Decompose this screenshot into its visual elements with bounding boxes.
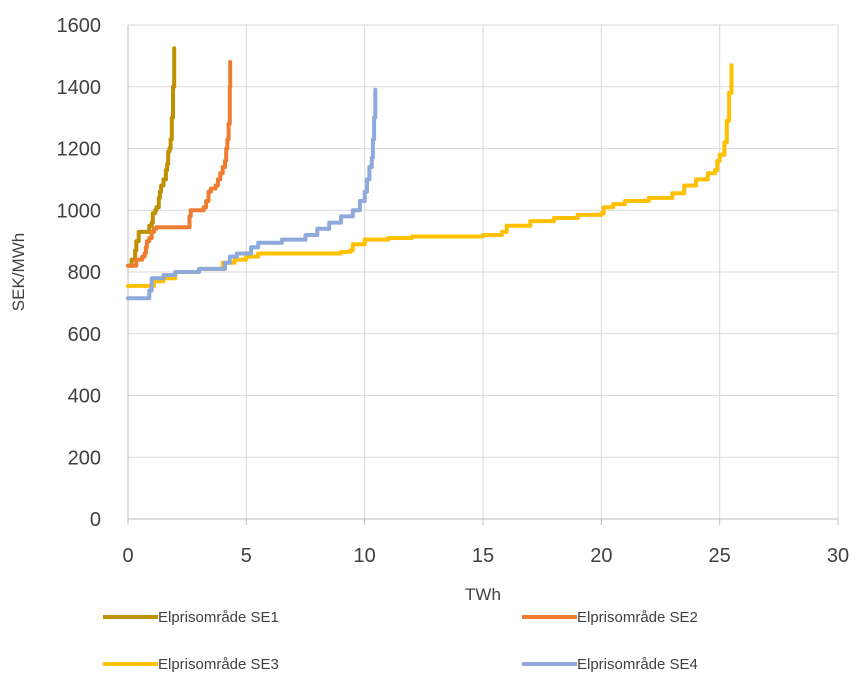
- axes: [127, 25, 839, 525]
- legend-item-se1: Elprisområde SE1: [103, 609, 279, 626]
- grid: [128, 24, 839, 519]
- series-line-se2: [126, 60, 233, 268]
- legend-item-se4: Elprisområde SE4: [522, 656, 698, 673]
- y-tick-label: 1000: [57, 200, 102, 222]
- x-tick-label: 30: [827, 545, 849, 567]
- y-tick-label: 1200: [57, 139, 102, 161]
- tick-labels: 0 200 400 600 800 1000 1200 1400 1600 0 5 10 15 20 25 3…: [57, 15, 850, 567]
- legend-label: Elprisområde SE2: [577, 609, 698, 626]
- x-tick-label: 10: [354, 545, 376, 567]
- x-tick-label: 5: [241, 545, 252, 567]
- legend-item-se3: Elprisområde SE3: [103, 656, 279, 673]
- x-tick-label: 20: [590, 545, 612, 567]
- legend: Elprisområde SE1 Elprisområde SE2 Elprisom…: [103, 609, 698, 673]
- x-axis-title: TWh: [465, 585, 501, 604]
- y-axis-title: SEK/MWh: [9, 233, 28, 311]
- y-tick-label: 200: [68, 447, 101, 469]
- legend-item-se2: Elprisområde SE2: [522, 609, 698, 626]
- series-line-se3: [126, 63, 734, 288]
- y-tick-label: 0: [90, 509, 101, 531]
- legend-label: Elprisområde SE3: [158, 656, 279, 673]
- x-tick-label: 0: [122, 545, 133, 567]
- series-lines: [126, 46, 734, 301]
- x-tick-label: 15: [472, 545, 494, 567]
- y-tick-label: 600: [68, 324, 101, 346]
- x-tick-label: 25: [709, 545, 731, 567]
- legend-label: Elprisområde SE4: [577, 656, 698, 673]
- y-tick-label: 1600: [57, 15, 102, 37]
- series-line-se1: [126, 46, 177, 268]
- y-tick-label: 1400: [57, 77, 102, 99]
- y-tick-label: 400: [68, 386, 101, 408]
- legend-label: Elprisområde SE1: [158, 609, 279, 626]
- series-line-se4: [126, 87, 378, 301]
- y-tick-label: 800: [68, 262, 101, 284]
